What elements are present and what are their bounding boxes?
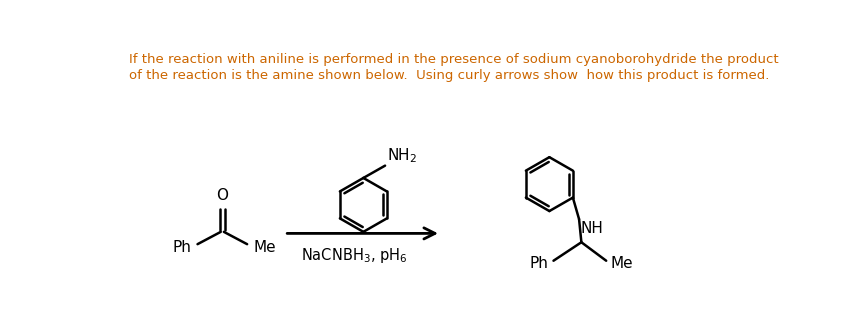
- Text: If the reaction with aniline is performed in the presence of sodium cyanoborohyd: If the reaction with aniline is performe…: [129, 53, 779, 66]
- Text: NH$_2$: NH$_2$: [387, 146, 417, 165]
- Text: NaCNBH$_3$, pH$_6$: NaCNBH$_3$, pH$_6$: [301, 246, 408, 265]
- Text: Ph: Ph: [530, 256, 548, 271]
- Text: Me: Me: [610, 256, 634, 271]
- Text: O: O: [216, 188, 228, 203]
- Text: Me: Me: [253, 240, 276, 255]
- Text: of the reaction is the amine shown below.  Using curly arrows show  how this pro: of the reaction is the amine shown below…: [129, 69, 770, 82]
- Text: Ph: Ph: [172, 240, 191, 255]
- Text: NH: NH: [580, 221, 604, 236]
